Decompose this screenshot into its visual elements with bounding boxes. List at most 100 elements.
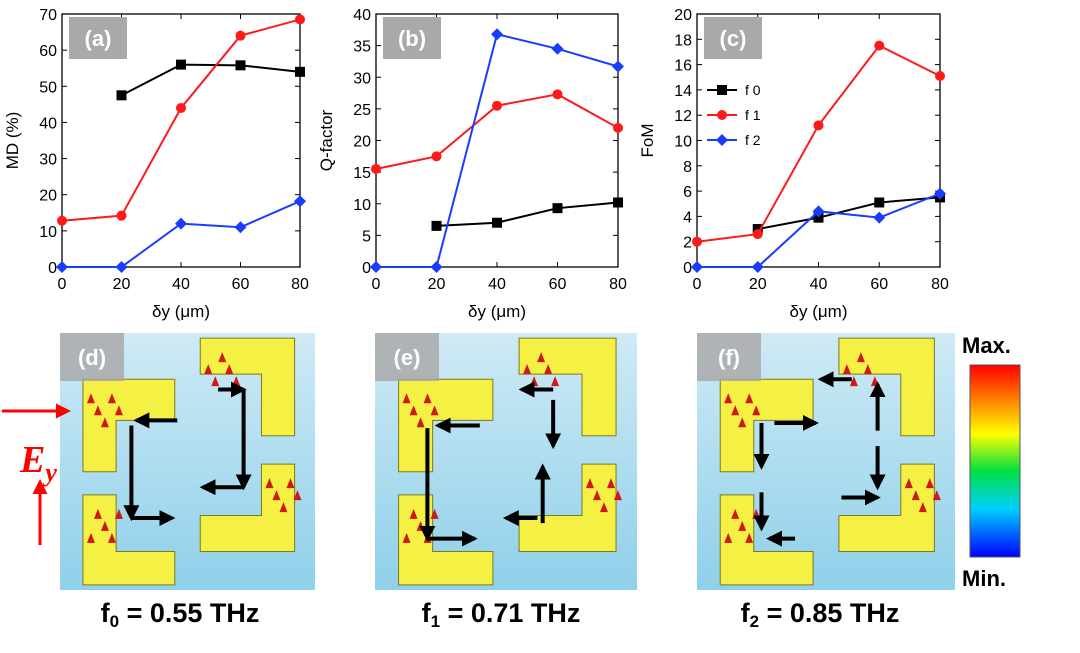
current-arrow <box>745 532 754 543</box>
data-point <box>813 120 824 131</box>
x-axis-label: δy (μm) <box>790 302 848 321</box>
current-arrow <box>423 393 432 404</box>
data-point <box>491 28 503 41</box>
data-point <box>175 217 187 230</box>
y-tick-label: 0 <box>48 260 57 277</box>
panel-label: (e) <box>375 333 439 381</box>
y-tick-label: 60 <box>39 43 57 60</box>
current-arrow <box>286 478 295 489</box>
current-arrow <box>430 508 439 519</box>
current-arrow <box>551 376 560 387</box>
current-arrow <box>724 532 733 543</box>
legend-marker <box>717 110 727 120</box>
panel-label-bg <box>704 17 762 59</box>
frequency-label-f0: f0 = 0.55 THz <box>100 598 260 631</box>
current-arrow <box>599 502 608 513</box>
y-tick-label: 20 <box>39 188 57 205</box>
field-map-f2: (f) <box>697 333 955 590</box>
data-point <box>492 217 502 228</box>
x-tick-label: 0 <box>693 276 702 293</box>
current-arrow <box>731 405 740 416</box>
series-f2 <box>56 195 306 273</box>
current-arrow <box>114 405 123 416</box>
chart-md: 0 20 40 60 80 0 10 20 30 40 50 60 70 δy (μm) MD (%) (a) <box>3 7 309 321</box>
legend-label: f 1 <box>745 107 761 123</box>
current-arrow <box>265 478 274 489</box>
x-tick-label: 60 <box>549 276 567 293</box>
current-arrow <box>402 532 411 543</box>
current-arrow <box>537 352 546 363</box>
panel-label-bg <box>375 333 439 381</box>
current-arrow <box>738 417 747 428</box>
y-tick-label: 10 <box>674 134 692 151</box>
y-tick-label: 20 <box>674 7 692 24</box>
current-arrow <box>225 364 234 375</box>
resonator <box>82 494 176 586</box>
panel-label-bg <box>697 333 761 381</box>
current-arrow <box>544 364 553 375</box>
data-point <box>430 261 443 273</box>
legend: f 0 f 1 f 2 <box>707 82 761 148</box>
panel-label: (b) <box>383 17 441 59</box>
y-tick-label: 8 <box>683 159 692 176</box>
x-tick-label: 0 <box>372 276 381 293</box>
resonator <box>82 378 176 473</box>
current-arrow <box>272 490 281 501</box>
y-tick-label: 18 <box>674 32 692 49</box>
panel-label: (c) <box>704 17 762 59</box>
data-point <box>612 60 624 73</box>
x-tick-label: 20 <box>749 276 767 293</box>
y-tick-label: 10 <box>353 197 371 214</box>
current-arrow <box>114 508 123 519</box>
current-arrow <box>86 532 95 543</box>
current-arrow <box>402 393 411 404</box>
y-tick-label: 4 <box>683 209 692 226</box>
panel-label-text: (f) <box>718 345 740 370</box>
x-tick-label: 20 <box>113 276 131 293</box>
current-arrow <box>592 490 601 501</box>
series-f2 <box>370 28 624 273</box>
current-arrow <box>409 508 418 519</box>
current-arrow <box>606 478 615 489</box>
data-point <box>371 163 381 174</box>
data-point <box>692 236 702 247</box>
x-axis-label: δy (μm) <box>152 302 210 321</box>
field-map-f0: (d) <box>60 333 315 590</box>
current-arrow <box>100 417 109 428</box>
current-arrow <box>409 405 418 416</box>
resonator <box>398 378 494 473</box>
x-axis-label: δy (μm) <box>468 302 526 321</box>
y-tick-label: 25 <box>353 102 371 119</box>
current-arrow <box>918 502 927 513</box>
current-arrow <box>416 417 425 428</box>
data-point <box>751 261 764 273</box>
current-arrow <box>107 532 116 543</box>
frequency-label-f2: f2 = 0.85 THz <box>740 598 900 631</box>
panel-label-bg <box>60 333 124 381</box>
y-tick-label: 30 <box>39 152 57 169</box>
panel-label-text: (e) <box>394 345 421 370</box>
y-tick-label: 6 <box>683 184 692 201</box>
current-arrow <box>211 376 220 387</box>
legend-marker <box>716 134 728 146</box>
data-point <box>235 60 246 71</box>
current-arrow <box>613 490 622 501</box>
data-point <box>935 70 945 81</box>
x-tick-label: 40 <box>810 276 828 293</box>
panel-label-text: (d) <box>78 345 106 370</box>
current-arrow <box>904 478 913 489</box>
x-tick-label: 40 <box>488 276 506 293</box>
x-tick-label: 80 <box>931 276 949 293</box>
current-arrow <box>911 490 920 501</box>
series-f1 <box>371 89 623 174</box>
y-tick-label: 12 <box>674 108 692 125</box>
y-axis-label: Q-factor <box>317 109 336 171</box>
data-point <box>613 197 623 208</box>
data-point <box>56 261 68 273</box>
current-arrow <box>218 352 227 363</box>
panel-label: (d) <box>60 333 124 381</box>
current-arrow <box>849 376 858 387</box>
data-point <box>812 205 825 218</box>
current-arrow <box>856 352 865 363</box>
field-map-f1: (e) <box>375 333 637 590</box>
